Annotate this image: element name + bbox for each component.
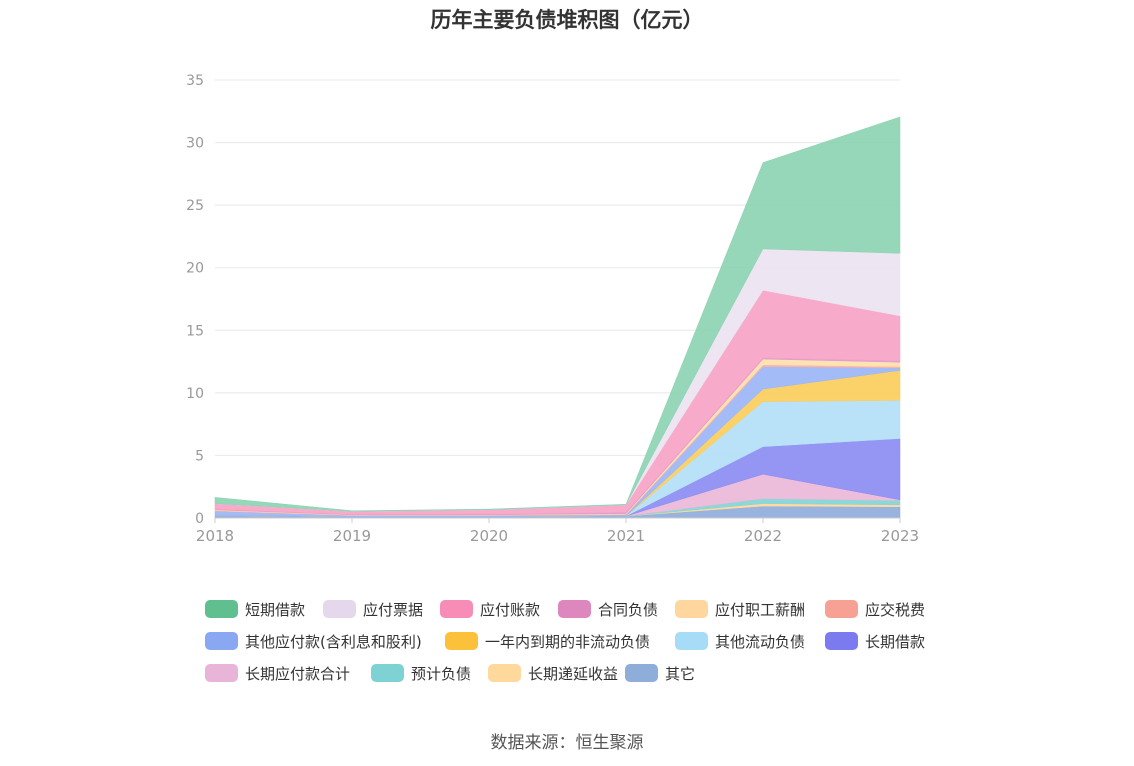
legend-label: 短期借款 [245, 600, 306, 619]
legend-swatch [205, 664, 238, 682]
x-tick-label: 2019 [333, 527, 371, 545]
legend-item[interactable]: 其他流动负债 [675, 629, 805, 653]
legend-item[interactable]: 长期递延收益 [488, 661, 618, 685]
legend-item[interactable]: 短期借款 [205, 597, 305, 621]
legend-swatch [488, 664, 521, 682]
legend-item[interactable]: 预计负债 [371, 661, 471, 685]
legend-swatch [371, 664, 404, 682]
legend-swatch [825, 632, 858, 650]
legend-item[interactable]: 应付账款 [440, 597, 540, 621]
chart-title: 历年主要负债堆积图（亿元） [430, 8, 704, 32]
legend-label: 长期递延收益 [528, 664, 619, 683]
data-source: 数据来源：恒生聚源 [490, 733, 644, 753]
legend-swatch [825, 600, 858, 618]
legend-label: 其他流动负债 [715, 632, 806, 651]
legend-item[interactable]: 应付票据 [323, 597, 423, 621]
legend-item[interactable]: 合同负债 [558, 597, 658, 621]
y-tick-label: 15 [186, 323, 204, 339]
y-tick-label: 0 [195, 511, 204, 527]
y-tick-label: 5 [195, 448, 204, 464]
x-tick-label: 2022 [744, 527, 782, 545]
legend-label: 一年内到期的非流动负债 [485, 632, 651, 651]
legend-label: 应付票据 [363, 600, 424, 619]
legend-swatch [625, 664, 658, 682]
x-tick-label: 2021 [607, 527, 645, 545]
legend-swatch [205, 600, 238, 618]
legend-swatch [323, 600, 356, 618]
y-tick-label: 10 [186, 386, 204, 402]
legend-label: 应付职工薪酬 [715, 600, 806, 619]
legend-swatch [675, 632, 708, 650]
legend-swatch [205, 632, 238, 650]
legend-item[interactable]: 应交税费 [825, 597, 925, 621]
stacked-area-chart: 0 5 10 15 20 25 30 35 2018 2019 2020 2021 2022 2023 [186, 73, 919, 545]
legend-label: 其他应付款(含利息和股利) [245, 632, 422, 651]
legend-item[interactable]: 应付职工薪酬 [675, 597, 805, 621]
legend-label: 长期应付款合计 [245, 664, 351, 683]
legend-label: 应付账款 [480, 600, 541, 619]
legend-item[interactable]: 长期借款 [825, 629, 925, 653]
legend-label: 预计负债 [411, 664, 472, 683]
legend-item[interactable]: 其他应付款(含利息和股利) [205, 629, 422, 653]
legend-swatch [675, 600, 708, 618]
legend-item[interactable]: 其它 [625, 661, 695, 685]
legend-label: 其它 [665, 664, 696, 683]
y-tick-label: 35 [186, 73, 204, 89]
legend-swatch [440, 600, 473, 618]
y-tick-label: 25 [186, 198, 204, 214]
legend-swatch [445, 632, 478, 650]
series-areas [214, 116, 901, 519]
x-tick-label: 2023 [881, 527, 919, 545]
y-tick-label: 20 [186, 261, 204, 277]
legend-swatch [558, 600, 591, 618]
legend-label: 长期借款 [865, 632, 926, 651]
x-tick-label: 2020 [470, 527, 508, 545]
legend-item[interactable]: 一年内到期的非流动负债 [445, 629, 650, 653]
axes: 0 5 10 15 20 25 30 35 2018 2019 2020 2021 2022 2023 [186, 73, 919, 545]
series-area-13[interactable] [214, 116, 901, 512]
y-tick-label: 30 [186, 136, 204, 152]
legend-label: 合同负债 [598, 600, 659, 619]
legend-item[interactable]: 长期应付款合计 [205, 661, 350, 685]
x-tick-label: 2018 [196, 527, 234, 545]
legend-label: 应交税费 [865, 600, 926, 619]
grid-lines [215, 79, 900, 456]
